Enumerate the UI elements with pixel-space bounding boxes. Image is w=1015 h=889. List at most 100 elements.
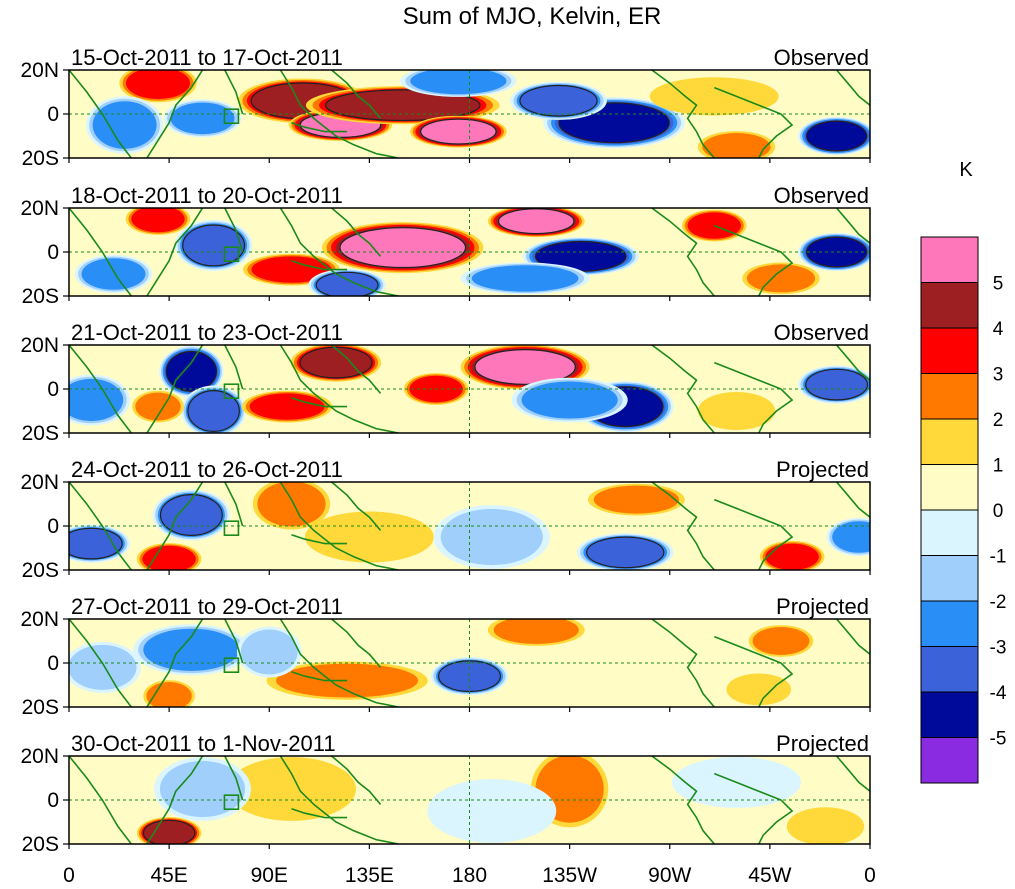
colorbar-label: 1 [993,456,1004,477]
coastline [69,70,132,158]
anomaly-field [69,619,870,707]
anomaly-level [170,102,235,135]
y-tick-label: 0 [47,515,59,538]
panel-status: Observed [774,320,869,345]
coastline [69,482,132,570]
anomaly-level [649,77,779,116]
colorbar-segment [920,418,979,465]
region-box [223,246,240,262]
anomaly-level [438,660,501,692]
anomaly-3 [227,757,356,821]
anomaly-level [92,101,157,149]
coastline [331,756,382,805]
coastline [651,482,715,570]
anomaly-level [765,543,819,570]
coastline [835,208,870,244]
colorbar-segment [920,555,979,602]
coastline [224,208,244,253]
coastline [69,345,132,433]
anomaly-9 [69,374,130,426]
coastline [714,86,794,158]
coastline [331,345,382,394]
anomaly-3 [136,543,202,570]
colorbar-label: 3 [993,365,1004,386]
anomaly-level [300,347,372,378]
colorbar-segment [920,236,979,283]
anomaly-level [440,508,543,566]
anomaly-7 [510,81,607,120]
y-tick-label: 20S [22,147,59,170]
coastline [651,756,715,844]
colorbar-label: 5 [993,274,1004,295]
anomaly-level [493,619,579,644]
anomaly-contour [299,346,373,379]
anomaly-1 [136,817,202,844]
anomaly-contour [474,349,576,386]
anomaly-8 [304,511,434,563]
y-tick-label: 20S [22,285,59,308]
anomaly-8 [236,626,302,678]
anomaly-2 [174,219,253,271]
anomaly-level [586,537,664,568]
anomaly-level [420,119,497,144]
anomaly-level [702,133,771,158]
panel-1: 20N 0 20S 15-Oct-2011 to 17-Oct-2011 Observe… [20,45,871,170]
x-tick-label: 90E [251,864,288,887]
panel-status: Projected [776,594,869,619]
anomaly-8 [243,253,340,286]
coastline [224,756,244,801]
anomaly-level [251,256,332,283]
anomaly-level [832,521,870,553]
anomaly-level [427,779,557,843]
panel-status: Projected [776,731,869,756]
colorbar-segment [920,600,979,647]
anomaly-field [69,345,870,433]
panel-period: 18-Oct-2011 to 20-Oct-2011 [71,183,343,208]
anomaly-field [69,70,870,158]
anomaly-level [69,644,137,690]
coastline [291,808,348,819]
anomaly-5 [487,619,585,646]
colorbar-segment [920,282,979,329]
anomaly-level [249,393,325,420]
x-tick-label: 45W [748,864,791,887]
coastline [279,756,399,844]
coastline [651,208,715,296]
anomaly-6 [748,625,814,657]
colorbar-segment [920,691,979,738]
anomaly-level [182,225,245,266]
panel-period: 15-Oct-2011 to 17-Oct-2011 [71,45,343,70]
colorbar-label: 4 [993,319,1004,340]
coastline [224,70,244,115]
anomaly-level [726,673,792,706]
coastline [714,635,794,707]
panel-5: 20N 0 20S 27-Oct-2011 to 29-Oct-2011 Project… [20,594,871,719]
anomaly-contour [586,536,665,569]
anomaly-level [410,70,507,95]
anomaly-contour [142,819,196,844]
region-box [223,383,240,400]
anomaly-level [752,627,810,655]
colorbar-label: 2 [993,410,1004,431]
anomaly-10 [85,96,164,154]
colorbar-segment [920,464,979,511]
anomaly-level [498,208,574,234]
y-tick-label: 0 [47,378,59,401]
anomaly-4 [430,657,509,696]
anomaly-10 [132,390,184,423]
anomaly-level [131,208,185,233]
coastlines [69,619,870,707]
coastline [835,482,870,518]
coastline [835,345,870,381]
coastline [291,397,348,408]
y-tick-label: 20N [20,334,59,357]
anomaly-10 [826,517,870,557]
panel-4: 20N 0 20S 24-Oct-2011 to 26-Oct-2011 Project… [20,457,871,582]
coastline [291,671,348,682]
coastline [835,756,870,792]
anomaly-field [69,208,870,296]
y-tick-label: 20N [20,608,59,631]
anomaly-level [166,351,217,392]
coastline [835,619,870,655]
coastline [331,70,382,119]
